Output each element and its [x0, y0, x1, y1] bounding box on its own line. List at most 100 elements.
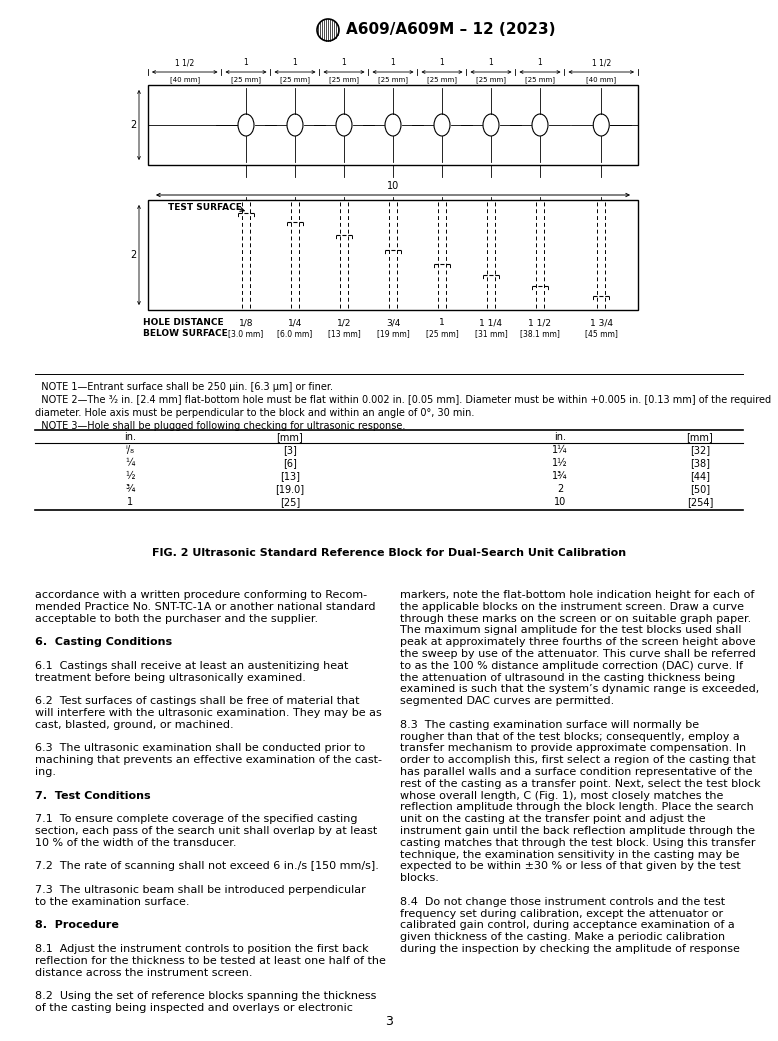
Text: [40 mm]: [40 mm]	[586, 76, 616, 82]
Text: 10: 10	[387, 181, 399, 191]
Text: 1 3/4: 1 3/4	[590, 318, 613, 327]
Text: 6.  Casting Conditions: 6. Casting Conditions	[35, 637, 172, 648]
Text: unit on the casting at the transfer point and adjust the: unit on the casting at the transfer poin…	[400, 814, 706, 824]
Text: rougher than that of the test blocks; consequently, employ a: rougher than that of the test blocks; co…	[400, 732, 740, 741]
Text: segmented DAC curves are permitted.: segmented DAC curves are permitted.	[400, 696, 615, 706]
Text: 1: 1	[342, 58, 346, 67]
Text: 1½: 1½	[552, 458, 568, 468]
Text: mended Practice No. SNT-TC-1A or another national standard: mended Practice No. SNT-TC-1A or another…	[35, 602, 376, 612]
Text: ¼: ¼	[125, 458, 135, 468]
Text: reflection amplitude through the block length. Place the search: reflection amplitude through the block l…	[400, 803, 754, 812]
Text: [25 mm]: [25 mm]	[231, 76, 261, 82]
Text: 8.1  Adjust the instrument controls to position the first back: 8.1 Adjust the instrument controls to po…	[35, 944, 369, 954]
Text: [32]: [32]	[690, 445, 710, 455]
Text: in.: in.	[124, 432, 136, 442]
Text: 2: 2	[130, 250, 136, 260]
Text: TEST SURFACE: TEST SURFACE	[168, 203, 242, 212]
Text: blocks.: blocks.	[400, 873, 439, 883]
Text: calibrated gain control, during acceptance examination of a: calibrated gain control, during acceptan…	[400, 920, 734, 931]
Text: [38]: [38]	[690, 458, 710, 468]
Text: 8.3  The casting examination surface will normally be: 8.3 The casting examination surface will…	[400, 719, 699, 730]
Text: 6.1  Castings shall receive at least an austenitizing heat: 6.1 Castings shall receive at least an a…	[35, 661, 349, 670]
Text: [6]: [6]	[283, 458, 297, 468]
Text: of the casting being inspected and overlays or electronic: of the casting being inspected and overl…	[35, 1002, 353, 1013]
Text: [25 mm]: [25 mm]	[280, 76, 310, 82]
Text: examined is such that the system’s dynamic range is exceeded,: examined is such that the system’s dynam…	[400, 684, 759, 694]
Text: [44]: [44]	[690, 471, 710, 481]
Text: [45 mm]: [45 mm]	[585, 329, 618, 338]
Text: frequency set during calibration, except the attenuator or: frequency set during calibration, except…	[400, 909, 723, 918]
Text: 2: 2	[130, 120, 136, 130]
Text: during the inspection by checking the amplitude of response: during the inspection by checking the am…	[400, 944, 740, 954]
Text: NOTE 2—The ³⁄₂ in. [2.4 mm] flat-bottom hole must be flat within 0.002 in. [0.05: NOTE 2—The ³⁄₂ in. [2.4 mm] flat-bottom …	[35, 395, 771, 405]
Text: 7.  Test Conditions: 7. Test Conditions	[35, 790, 151, 801]
Text: [25 mm]: [25 mm]	[476, 76, 506, 82]
Text: to the examination surface.: to the examination surface.	[35, 896, 190, 907]
Text: in.: in.	[554, 432, 566, 442]
Text: NOTE 1—Entrant surface shall be 250 μin. [6.3 μm] or finer.: NOTE 1—Entrant surface shall be 250 μin.…	[35, 382, 333, 392]
Text: 6.2  Test surfaces of castings shall be free of material that: 6.2 Test surfaces of castings shall be f…	[35, 696, 359, 706]
Text: 7.1  To ensure complete coverage of the specified casting: 7.1 To ensure complete coverage of the s…	[35, 814, 358, 824]
Text: NOTE 3—Hole shall be plugged following checking for ultrasonic response.: NOTE 3—Hole shall be plugged following c…	[35, 421, 405, 431]
Text: rest of the casting as a transfer point. Next, select the test block: rest of the casting as a transfer point.…	[400, 779, 761, 789]
Text: the attenuation of ultrasound in the casting thickness being: the attenuation of ultrasound in the cas…	[400, 672, 735, 683]
Text: [25 mm]: [25 mm]	[426, 329, 458, 338]
Text: distance across the instrument screen.: distance across the instrument screen.	[35, 967, 253, 977]
Text: [31 mm]: [31 mm]	[475, 329, 507, 338]
Text: ¾: ¾	[125, 484, 135, 494]
Text: ing.: ing.	[35, 767, 56, 777]
Text: 1 1/2: 1 1/2	[591, 58, 611, 67]
Text: [13 mm]: [13 mm]	[328, 329, 360, 338]
Text: [mm]: [mm]	[277, 432, 303, 442]
Text: ½: ½	[125, 471, 135, 481]
Text: to as the 100 % distance amplitude correction (DAC) curve. If: to as the 100 % distance amplitude corre…	[400, 661, 743, 670]
Text: [13]: [13]	[280, 471, 300, 481]
Text: 3: 3	[385, 1015, 393, 1029]
Text: 7.2  The rate of scanning shall not exceed 6 in./s [150 mm/s].: 7.2 The rate of scanning shall not excee…	[35, 861, 379, 871]
Text: through these marks on the screen or on suitable graph paper.: through these marks on the screen or on …	[400, 613, 752, 624]
Text: casting matches that through the test block. Using this transfer: casting matches that through the test bl…	[400, 838, 755, 847]
Text: [3]: [3]	[283, 445, 297, 455]
Text: 1¾: 1¾	[552, 471, 568, 481]
Text: whose overall length, C (Fig. 1), most closely matches the: whose overall length, C (Fig. 1), most c…	[400, 790, 724, 801]
Text: technique, the examination sensitivity in the casting may be: technique, the examination sensitivity i…	[400, 849, 740, 860]
Text: machining that prevents an effective examination of the cast-: machining that prevents an effective exa…	[35, 755, 382, 765]
Text: 1: 1	[538, 58, 542, 67]
Text: expected to be within ±30 % or less of that given by the test: expected to be within ±30 % or less of t…	[400, 861, 741, 871]
Text: [50]: [50]	[690, 484, 710, 494]
Text: transfer mechanism to provide approximate compensation. In: transfer mechanism to provide approximat…	[400, 743, 746, 754]
Text: 1/8: 1/8	[239, 318, 254, 327]
Text: 1: 1	[127, 497, 133, 507]
Text: cast, blasted, ground, or machined.: cast, blasted, ground, or machined.	[35, 719, 233, 730]
Text: markers, note the flat-bottom hole indication height for each of: markers, note the flat-bottom hole indic…	[400, 590, 755, 600]
Text: [19 mm]: [19 mm]	[377, 329, 409, 338]
Text: 8.2  Using the set of reference blocks spanning the thickness: 8.2 Using the set of reference blocks sp…	[35, 991, 377, 1001]
Text: acceptable to both the purchaser and the supplier.: acceptable to both the purchaser and the…	[35, 613, 318, 624]
Text: 1: 1	[489, 58, 493, 67]
Text: [38.1 mm]: [38.1 mm]	[520, 329, 560, 338]
Text: [40 mm]: [40 mm]	[170, 76, 200, 82]
Text: [25 mm]: [25 mm]	[427, 76, 457, 82]
Text: 3/4: 3/4	[386, 318, 400, 327]
Text: [6.0 mm]: [6.0 mm]	[278, 329, 313, 338]
Text: 2: 2	[557, 484, 563, 494]
Text: 1 1/2: 1 1/2	[528, 318, 552, 327]
Text: 1/4: 1/4	[288, 318, 302, 327]
Text: 1 1/2: 1 1/2	[175, 58, 194, 67]
Text: 1: 1	[391, 58, 395, 67]
Text: [3.0 mm]: [3.0 mm]	[229, 329, 264, 338]
Text: instrument gain until the back reflection amplitude through the: instrument gain until the back reflectio…	[400, 826, 755, 836]
Bar	[148, 85, 638, 166]
Text: will interfere with the ultrasonic examination. They may be as: will interfere with the ultrasonic exami…	[35, 708, 382, 718]
Text: 7.3  The ultrasonic beam shall be introduced perpendicular: 7.3 The ultrasonic beam shall be introdu…	[35, 885, 366, 895]
Text: section, each pass of the search unit shall overlap by at least: section, each pass of the search unit sh…	[35, 826, 377, 836]
Text: 1/2: 1/2	[337, 318, 351, 327]
Text: given thickness of the casting. Make a periodic calibration: given thickness of the casting. Make a p…	[400, 932, 725, 942]
Text: the sweep by use of the attenuator. This curve shall be referred: the sweep by use of the attenuator. This…	[400, 649, 756, 659]
Text: has parallel walls and a surface condition representative of the: has parallel walls and a surface conditi…	[400, 767, 752, 777]
Text: treatment before being ultrasonically examined.: treatment before being ultrasonically ex…	[35, 672, 306, 683]
Text: reflection for the thickness to be tested at least one half of the: reflection for the thickness to be teste…	[35, 956, 386, 966]
Text: 1: 1	[244, 58, 248, 67]
Text: 10 % of the width of the transducer.: 10 % of the width of the transducer.	[35, 838, 237, 847]
Text: [19.0]: [19.0]	[275, 484, 304, 494]
